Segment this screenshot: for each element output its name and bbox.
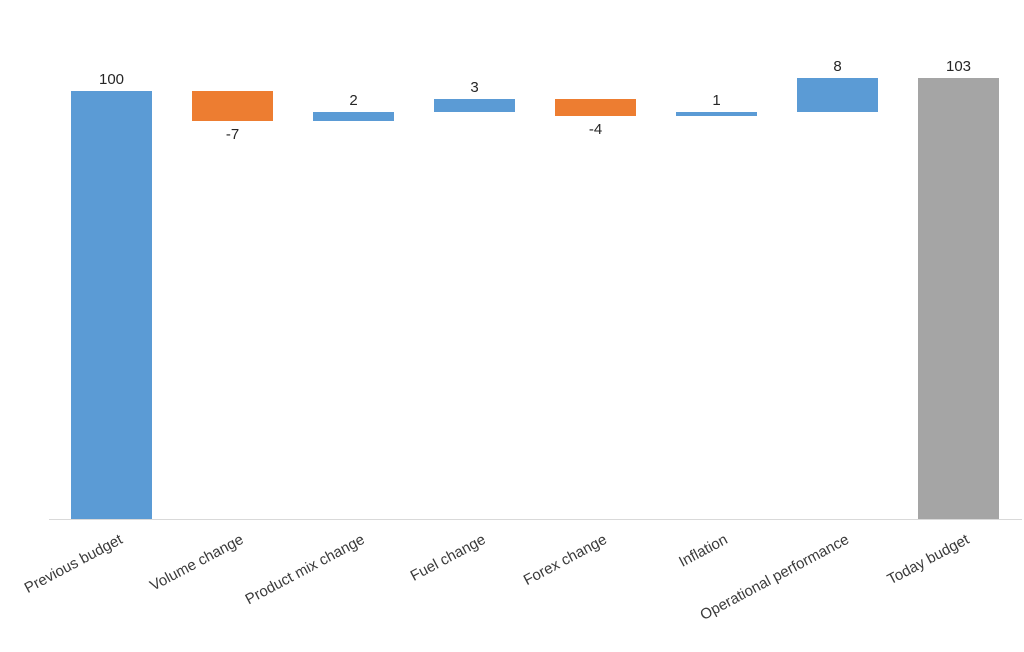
data-label-fuel-change: 3 (470, 79, 479, 97)
category-label-today-budget: Today budget (884, 531, 973, 589)
data-label-previous-budget: 100 (98, 70, 125, 88)
bar-forex-change (555, 99, 636, 117)
bar-previous-budget (71, 90, 152, 519)
x-axis-line (49, 519, 1022, 520)
data-label-today-budget: 103 (945, 57, 972, 75)
data-label-volume-change: -7 (225, 125, 240, 143)
data-label-inflation: 1 (712, 92, 721, 110)
category-label-forex-change: Forex change (520, 531, 610, 590)
bar-fuel-change (434, 99, 515, 113)
bar-product-mix-change (313, 112, 394, 121)
bar-inflation (676, 112, 757, 117)
category-label-product-mix-change: Product mix change (242, 531, 368, 609)
category-label-fuel-change: Fuel change (407, 531, 489, 585)
bar-operational-performance (797, 77, 878, 113)
data-label-product-mix-change: 2 (349, 92, 358, 110)
bar-volume-change (192, 90, 273, 121)
bar-today-budget (918, 77, 999, 519)
data-label-forex-change: -4 (588, 121, 603, 139)
category-label-inflation: Inflation (676, 531, 731, 571)
data-label-operational-performance: 8 (833, 57, 842, 75)
category-label-volume-change: Volume change (147, 531, 247, 595)
category-label-previous-budget: Previous budget (21, 531, 126, 597)
